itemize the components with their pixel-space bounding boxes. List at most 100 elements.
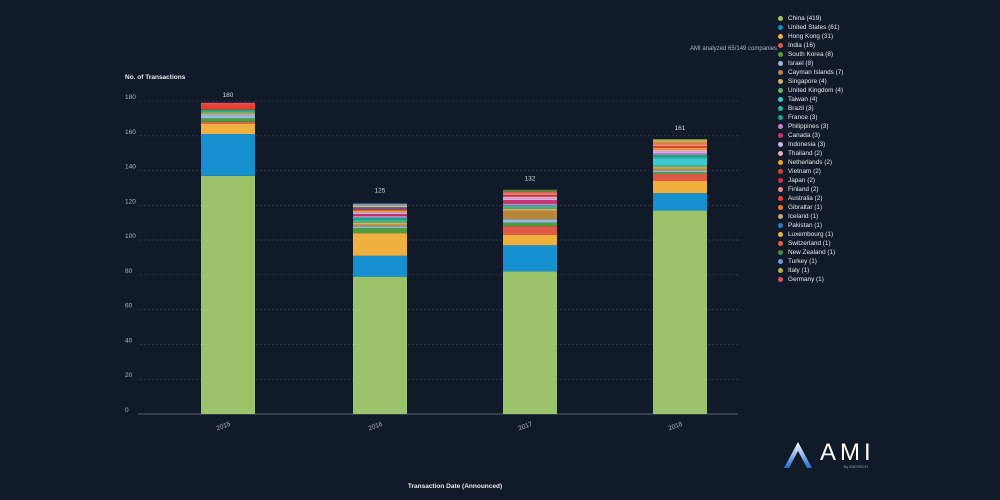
bar-segment	[353, 220, 407, 223]
legend-item[interactable]: Iceland (1)	[778, 212, 978, 221]
legend-swatch	[778, 16, 783, 21]
legend-item[interactable]: New Zealand (1)	[778, 248, 978, 257]
bar-segment	[353, 255, 407, 277]
ami-logo-mark-icon	[784, 442, 812, 468]
bar-segment	[503, 271, 557, 414]
bar-segment	[201, 113, 255, 115]
bar-segment	[503, 219, 557, 223]
legend-label: Canada (3)	[788, 132, 820, 139]
legend-label: Taiwan (4)	[788, 96, 818, 103]
legend-swatch	[778, 151, 783, 156]
legend-item[interactable]: Cayman Islands (7)	[778, 68, 978, 77]
bar-segment	[503, 191, 557, 194]
legend-label: Turkey (1)	[788, 258, 817, 265]
legend-label: Vietnam (2)	[788, 168, 821, 175]
legend-swatch	[778, 160, 783, 165]
bar-segment	[653, 170, 707, 173]
bar-segment	[503, 222, 557, 227]
ami-logo-text: AMI	[820, 439, 875, 466]
x-tick-label: 2017	[517, 421, 533, 433]
bar-segment	[653, 168, 707, 171]
legend-swatch	[778, 106, 783, 111]
bar-segment	[353, 227, 407, 234]
bar-segment	[201, 134, 255, 176]
legend-label: Hong Kong (31)	[788, 33, 834, 40]
legend-label: Italy (1)	[788, 267, 810, 274]
bar-segment	[353, 233, 407, 256]
y-tick-label: 0	[125, 407, 129, 414]
legend-item[interactable]: Finland (2)	[778, 185, 978, 194]
legend-item[interactable]: United Kingdom (4)	[778, 86, 978, 95]
bar-segment	[653, 165, 707, 168]
legend-item[interactable]: Hong Kong (31)	[778, 32, 978, 41]
legend-item[interactable]: Pakistan (1)	[778, 221, 978, 230]
legend-item[interactable]: Canada (3)	[778, 131, 978, 140]
legend-item[interactable]: France (3)	[778, 113, 978, 122]
bar-segment	[201, 118, 255, 122]
legend-label: Philippines (3)	[788, 123, 829, 130]
legend-swatch	[778, 223, 783, 228]
legend-item[interactable]: South Korea (8)	[778, 50, 978, 59]
bar-segment	[353, 205, 407, 208]
bar-segment	[201, 111, 255, 114]
legend-swatch	[778, 259, 783, 264]
bar-segment	[653, 167, 707, 169]
bar-segment	[653, 146, 707, 148]
x-tick-label: 2015	[215, 421, 231, 433]
bar-segment	[201, 175, 255, 414]
bar-segment	[201, 114, 255, 119]
bar-segment	[653, 153, 707, 155]
bar-segment	[653, 149, 707, 152]
legend-label: China (419)	[788, 15, 822, 22]
x-axis-title: Transaction Date (Announced)	[408, 483, 502, 490]
legend-item[interactable]: Australia (2)	[778, 194, 978, 203]
bar-segment	[353, 208, 407, 211]
legend-item[interactable]: Netherlands (2)	[778, 158, 978, 167]
legend-item[interactable]: Israel (8)	[778, 59, 978, 68]
legend-item[interactable]: India (16)	[778, 41, 978, 50]
bar-segment	[201, 104, 255, 108]
bar-segment	[503, 203, 557, 206]
legend-item[interactable]: Brazil (3)	[778, 104, 978, 113]
legend-swatch	[778, 52, 783, 57]
legend-item[interactable]: Turkey (1)	[778, 257, 978, 266]
ami-logo-subtext: by MIOTECH	[844, 464, 868, 469]
bar-segment	[503, 234, 557, 246]
legend-swatch	[778, 97, 783, 102]
legend-item[interactable]: Germany (1)	[778, 275, 978, 284]
bar-segment	[503, 196, 557, 199]
bar-segment	[503, 194, 557, 197]
y-tick-label: 180	[125, 94, 136, 101]
bar-segment	[653, 154, 707, 157]
legend-swatch	[778, 79, 783, 84]
legend-item[interactable]: Japan (2)	[778, 176, 978, 185]
legend-item[interactable]: Switzerland (1)	[778, 239, 978, 248]
legend-swatch	[778, 70, 783, 75]
legend-item[interactable]: Thailand (2)	[778, 149, 978, 158]
legend-item[interactable]: Indonesia (3)	[778, 140, 978, 149]
legend-item[interactable]: Luxembourg (1)	[778, 230, 978, 239]
legend-item[interactable]: United States (61)	[778, 23, 978, 32]
legend-item[interactable]: Vietnam (2)	[778, 167, 978, 176]
bar-segment	[353, 210, 407, 213]
legend-swatch	[778, 178, 783, 183]
legend-item[interactable]: China (419)	[778, 14, 978, 23]
legend-swatch	[778, 250, 783, 255]
bar-total-label: 180	[223, 92, 234, 99]
bar-segment	[653, 193, 707, 211]
bar-segment	[353, 207, 407, 209]
legend-item[interactable]: Taiwan (4)	[778, 95, 978, 104]
bar-segment	[353, 226, 407, 228]
bar-segment	[653, 210, 707, 414]
bar-segment	[503, 198, 557, 201]
legend-item[interactable]: Singapore (4)	[778, 77, 978, 86]
y-tick-label: 20	[125, 372, 133, 379]
legend-label: Brazil (3)	[788, 105, 814, 112]
legend-swatch	[778, 241, 783, 246]
legend-item[interactable]: Gibraltar (1)	[778, 203, 978, 212]
legend-item[interactable]: Philippines (3)	[778, 122, 978, 131]
y-tick-label: 40	[125, 337, 133, 344]
legend-item[interactable]: Italy (1)	[778, 266, 978, 275]
y-tick-label: 140	[125, 164, 136, 171]
